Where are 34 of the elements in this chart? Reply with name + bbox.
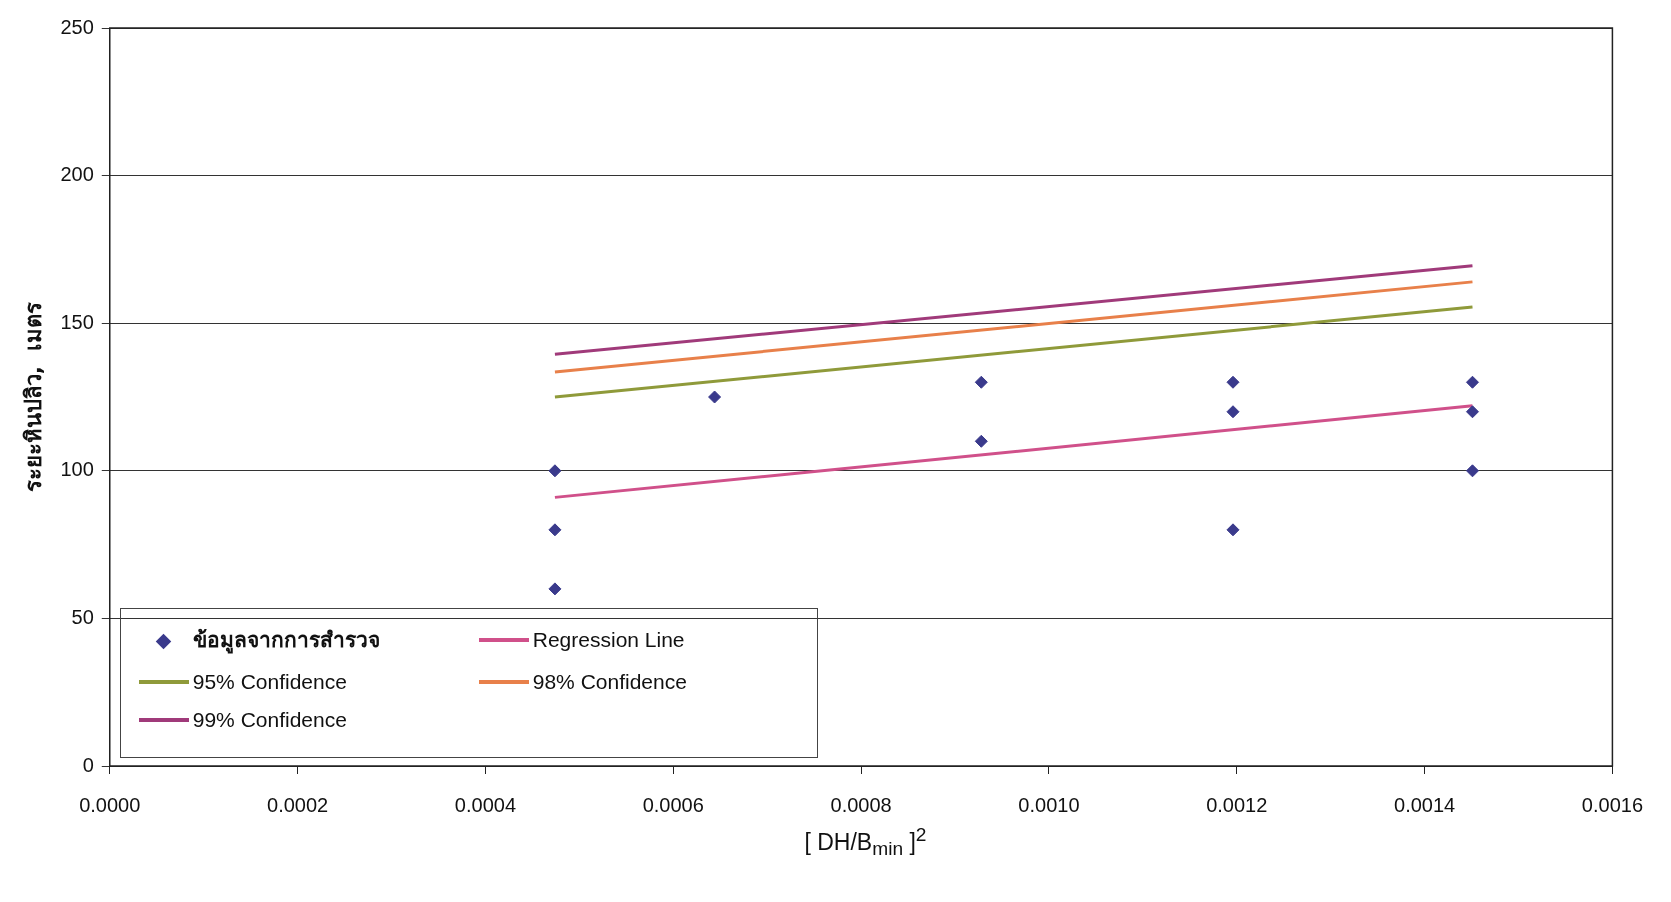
y-tick-label: 200 bbox=[60, 163, 94, 186]
point bbox=[548, 464, 562, 478]
x-tick-label: 0.0006 bbox=[642, 793, 704, 816]
x-tick-label: 0.0010 bbox=[1018, 793, 1080, 816]
point bbox=[548, 582, 562, 596]
legend-label: 99% Confidence bbox=[192, 708, 347, 732]
point bbox=[708, 390, 722, 404]
x-tick-label: 0.0000 bbox=[79, 793, 141, 816]
legend-label: 98% Confidence bbox=[532, 670, 687, 694]
legend-label: Regression Line bbox=[532, 627, 685, 652]
y-tick-label: 0 bbox=[82, 753, 94, 776]
y-axis-title: ระยะหินปลิว, เมตร bbox=[20, 301, 46, 493]
x-tick-label: 0.0008 bbox=[830, 793, 892, 816]
point bbox=[1465, 375, 1479, 389]
x-tick-label: 0.0012 bbox=[1206, 793, 1268, 816]
point bbox=[974, 434, 988, 448]
point bbox=[548, 523, 562, 537]
legend-label: 95% Confidence bbox=[192, 670, 347, 694]
y-tick-label: 50 bbox=[71, 605, 94, 628]
point bbox=[1465, 405, 1479, 419]
point bbox=[1226, 523, 1240, 537]
x-tick-label: 0.0004 bbox=[454, 793, 517, 816]
x-tick-label: 0.0014 bbox=[1394, 793, 1456, 816]
y-tick-label: 250 bbox=[60, 15, 94, 38]
point bbox=[1465, 464, 1479, 478]
point bbox=[1226, 405, 1240, 419]
x-tick-label: 0.0016 bbox=[1581, 793, 1643, 816]
point bbox=[974, 375, 988, 389]
y-tick-label: 100 bbox=[60, 458, 94, 481]
point bbox=[1226, 375, 1240, 389]
legend-label: ข้อมูลจากการสำรวจ bbox=[192, 627, 380, 656]
x-axis-title: [ DH/B$_{min}$ ]$^{2}$ bbox=[803, 824, 928, 861]
x-tick-label: 0.0002 bbox=[267, 793, 329, 816]
y-tick-label: 150 bbox=[60, 310, 94, 333]
